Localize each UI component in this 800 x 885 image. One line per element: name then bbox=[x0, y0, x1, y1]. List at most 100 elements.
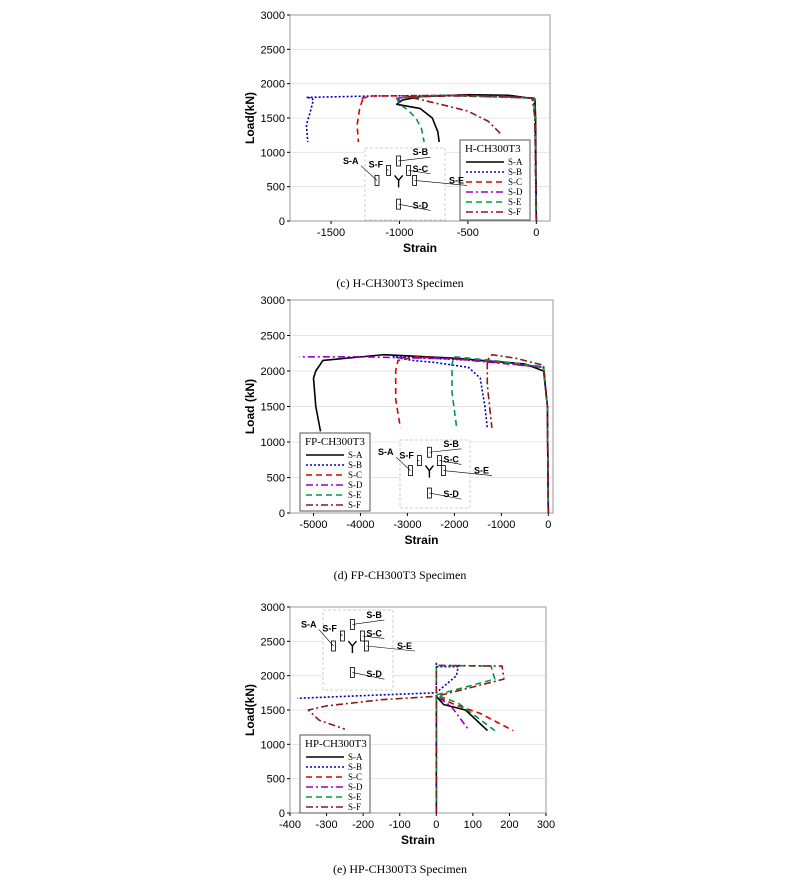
xtick-label-4: -1000 bbox=[487, 519, 515, 531]
legend-title: FP-CH300T3 bbox=[305, 436, 365, 448]
series-line-s-b bbox=[297, 661, 459, 813]
legend-box bbox=[299, 734, 371, 814]
ytick-label-1: 500 bbox=[267, 774, 285, 786]
y-axis-label: Load(kN) bbox=[243, 684, 257, 736]
xtick-label-5: 100 bbox=[464, 819, 482, 831]
caption-d: (d) FP-CH300T3 Specimen bbox=[333, 568, 467, 582]
gauge-label-s-a: S-A bbox=[343, 156, 359, 166]
ytick-label-1: 500 bbox=[267, 182, 285, 194]
gauge-inset: S-A S-B S-C S-D S-E S-F bbox=[378, 439, 493, 509]
legend-title: HP-CH300T3 bbox=[305, 738, 367, 750]
gauge-leader-s-d bbox=[398, 203, 431, 211]
caption-e: (e) HP-CH300T3 Specimen bbox=[333, 862, 467, 876]
legend-item-s-d: S-D bbox=[348, 480, 363, 490]
legend-item-s-b: S-B bbox=[348, 762, 362, 772]
joint-symbol bbox=[347, 640, 357, 653]
xtick-label-3: -100 bbox=[389, 819, 411, 831]
gauge-leader-s-f bbox=[386, 169, 389, 171]
x-axis-label: Strain bbox=[403, 241, 437, 255]
gauge-leader-s-c bbox=[362, 635, 385, 639]
legend: H-CH300T3 S-AS-BS-CS-DS-ES-F bbox=[459, 139, 531, 221]
chart-0: 0 500 1000 1500 2000 2500 3000 -1500 -1000 -500 0 S… bbox=[243, 10, 551, 255]
legend-item-s-e: S-E bbox=[508, 197, 522, 207]
gauge-label-s-a: S-A bbox=[301, 620, 317, 630]
gauge-label-s-a: S-A bbox=[378, 447, 394, 457]
xtick-label-6: 200 bbox=[500, 819, 518, 831]
legend-item-s-f: S-F bbox=[508, 207, 521, 217]
ytick-label-0: 0 bbox=[279, 508, 285, 520]
gauge-label-s-d: S-D bbox=[413, 200, 429, 210]
legend: HP-CH300T3 S-AS-BS-CS-DS-ES-F bbox=[299, 734, 371, 814]
ytick-label-3: 1500 bbox=[261, 113, 285, 125]
legend-item-s-e: S-E bbox=[348, 792, 362, 802]
xtick-label-0: -400 bbox=[279, 819, 301, 831]
gauge-label-s-c: S-C bbox=[413, 164, 429, 174]
gauge-label-s-d: S-D bbox=[366, 669, 382, 679]
gauge-label-s-c: S-C bbox=[366, 628, 382, 638]
legend-item-s-b: S-B bbox=[508, 167, 522, 177]
series-line-s-b bbox=[392, 356, 550, 514]
ytick-label-2: 1000 bbox=[261, 147, 285, 159]
legend-item-s-a: S-A bbox=[348, 450, 363, 460]
series-line-s-f bbox=[486, 353, 550, 514]
ytick-label-0: 0 bbox=[279, 808, 285, 820]
gauge-label-s-f: S-F bbox=[399, 450, 414, 460]
gauge-leader-s-a bbox=[360, 165, 378, 181]
legend-item-s-d: S-D bbox=[508, 187, 523, 197]
legend-item-s-c: S-C bbox=[348, 470, 362, 480]
ytick-label-0: 0 bbox=[279, 216, 285, 228]
y-axis-label: Load (kN) bbox=[243, 379, 257, 434]
series-line-s-e bbox=[395, 94, 538, 222]
ytick-label-3: 1500 bbox=[261, 705, 285, 717]
series-line-s-e bbox=[435, 664, 496, 813]
series-line-s-e bbox=[451, 356, 550, 514]
legend-title: H-CH300T3 bbox=[465, 143, 521, 155]
series-line-s-d bbox=[397, 94, 538, 222]
gauge-leader-s-b bbox=[429, 448, 462, 453]
joint-symbol bbox=[394, 174, 404, 188]
x-axis-label: Strain bbox=[401, 833, 435, 847]
gauge-leader-s-d bbox=[352, 672, 385, 680]
xtick-label-1: -300 bbox=[316, 819, 338, 831]
gauge-label-s-f: S-F bbox=[369, 159, 384, 169]
legend-box bbox=[459, 139, 531, 221]
ytick-label-5: 2500 bbox=[261, 636, 285, 648]
xtick-label-2: -3000 bbox=[393, 519, 421, 531]
gauge-leader-s-f bbox=[340, 633, 343, 637]
gauge-label-s-e: S-E bbox=[474, 466, 489, 476]
ytick-label-3: 1500 bbox=[261, 402, 285, 414]
legend-box bbox=[299, 432, 371, 512]
gauge-label-s-e: S-E bbox=[397, 641, 412, 651]
xtick-label-5: 0 bbox=[545, 519, 551, 531]
ytick-label-6: 3000 bbox=[261, 10, 285, 22]
legend-item-s-c: S-C bbox=[508, 177, 522, 187]
ytick-label-5: 2500 bbox=[261, 44, 285, 56]
gauge-leader-s-e bbox=[366, 645, 416, 652]
x-axis-label: Strain bbox=[404, 533, 438, 547]
legend-item-s-a: S-A bbox=[508, 157, 523, 167]
legend-item-s-e: S-E bbox=[348, 490, 362, 500]
xtick-label-0: -1500 bbox=[317, 227, 345, 239]
legend-item-s-a: S-A bbox=[348, 752, 363, 762]
caption-c: (c) H-CH300T3 Specimen bbox=[336, 276, 464, 290]
xtick-label-1: -4000 bbox=[346, 519, 374, 531]
ytick-label-4: 2000 bbox=[261, 671, 285, 683]
gauge-label-s-e: S-E bbox=[449, 175, 464, 185]
xtick-label-4: 0 bbox=[433, 819, 439, 831]
legend-item-s-b: S-B bbox=[348, 460, 362, 470]
gauge-label-s-c: S-C bbox=[443, 454, 459, 464]
chart-1: 0 500 1000 1500 2000 2500 3000 -5000 -4000 -3000 -… bbox=[243, 295, 554, 547]
series-line-s-d bbox=[435, 695, 470, 813]
gauge-leader-s-a bbox=[318, 629, 334, 647]
xtick-label-7: 300 bbox=[537, 819, 555, 831]
xtick-label-2: -500 bbox=[457, 227, 479, 239]
xtick-label-3: -2000 bbox=[440, 519, 468, 531]
series-line-s-a bbox=[395, 93, 538, 222]
ytick-label-5: 2500 bbox=[261, 331, 285, 343]
legend-item-s-c: S-C bbox=[348, 772, 362, 782]
series-line-s-f bbox=[307, 664, 505, 813]
legend-item-s-d: S-D bbox=[348, 782, 363, 792]
gauge-leader-s-c bbox=[408, 170, 431, 175]
